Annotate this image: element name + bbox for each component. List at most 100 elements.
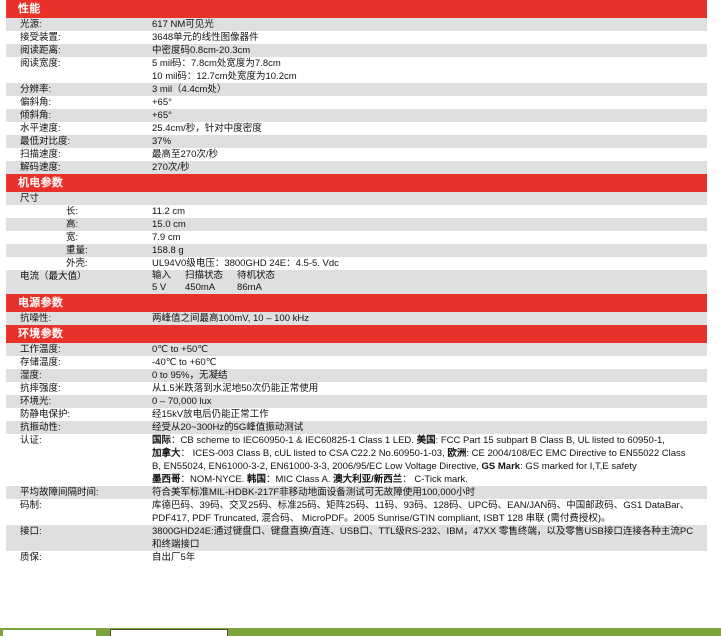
spec-value-line: 10 mil码：12.7cm处宽度为10.2cm [152,71,297,82]
current-ratings-row: 输入 扫描状态 待机状态 [152,270,289,282]
spec-value-line: 最高至270次/秒 [152,149,218,160]
spec-value-line: 0℃ to +50℃ [152,344,208,355]
spec-row: 接口: 3800GHD24E:通过键盘口、键盘直换/直连、USB口、TTL级RS-… [6,525,707,551]
spec-row-value: 270次/秒 [152,161,707,174]
spec-row-value: 11.2 cm [152,205,707,218]
spec-row: 阅读距离: 中密度码0.8cm-20.3cm [6,44,707,57]
spec-row: 解码速度: 270次/秒 [6,161,707,174]
section-header-label: 电源参数 [6,294,707,312]
spec-value-text: ：NOM-NYCE. [180,474,248,485]
spec-value-line: 0 to 95%，无凝结 [152,370,228,381]
spec-row-label: 接口: [6,525,152,551]
spec-row: 工作温度: 0℃ to +50℃ [6,343,707,356]
spec-value-line: UL94V0级电压：3800GHD 24E：4.5-5. Vdc [152,258,339,269]
spec-row-label: 最低对比度: [6,135,152,148]
spec-value-text: : FCC Part 15 subpart B Class B, UL list… [435,435,665,446]
tab-strip-tab-2[interactable] [110,629,228,636]
spec-value-line: 5 mil码：7.8cm处宽度为7.8cm [152,58,281,69]
spec-row-label: 环境光: [6,395,152,408]
section-header-electromechanical: 机电参数 [6,174,707,192]
spec-value-text: ：MIC Class A. [266,474,334,485]
spec-row-label: 认证: [6,434,152,486]
spec-row-label: 分辨率: [6,83,152,96]
current-ratings-cell: 5 V [152,282,167,293]
spec-row: 分辨率: 3 mil（4.4cm处） [6,83,707,96]
spec-value-text: ：CB scheme to IEC60950-1 & IEC60825-1 Cl… [171,435,417,446]
spec-row-value: 从1.5米跌落到水泥地50次仍能正常使用 [152,382,707,395]
spec-row-label: 扫描速度: [6,148,152,161]
spec-row-label: 湿度: [6,369,152,382]
spec-row-value: 库德巴码、39码、交叉25码、标准25码、矩阵25码、11码、93码、128码、… [152,499,707,525]
spec-value-line: 270次/秒 [152,162,190,173]
spec-value-emphasis: 韩国 [247,474,267,485]
spec-value-line: 两峰值之间最高100mV, 10 – 100 kHz [152,313,309,324]
spec-value-emphasis: 美国 [416,435,436,446]
spec-row-value: -40℃ to +60℃ [152,356,707,369]
spec-value-emphasis: 欧洲 [447,448,467,459]
spec-row-label: 光源: [6,18,152,31]
section-header-environment: 环境参数 [6,325,707,343]
spec-row-value: 自出厂5年 [152,551,707,564]
spec-row-value: 15.0 cm [152,218,707,231]
spec-value-line: 25.4cm/秒，针对中度密度 [152,123,262,134]
section-header-power: 电源参数 [6,294,707,312]
spec-row-value: UL94V0级电压：3800GHD 24E：4.5-5. Vdc [152,257,707,270]
spec-value-text: : CE 2004/108/EC EMC Directive to EN5502… [466,448,686,459]
spec-value-line: 3648单元的线性图像器件 [152,32,259,43]
spec-row-value: 输入 扫描状态 待机状态 5 V 450mA 86mA [152,270,707,294]
spec-row-label: 倾斜角: [6,109,152,122]
spec-row: 光源: 617 NM可见光 [6,18,707,31]
spec-value-line: 经15kV放电后仍能正常工作 [152,409,269,420]
spec-value-line: -40℃ to +60℃ [152,357,217,368]
current-ratings-cell: 450mA [185,282,216,293]
spec-row: 抗振动性: 经受从20~300Hz的5G峰值振动测试 [6,421,707,434]
spec-row: 水平速度: 25.4cm/秒，针对中度密度 [6,122,707,135]
spec-value-line: 37% [152,136,172,147]
spec-value-line: +65° [152,110,172,121]
spec-value-line: 符合美军标准MIL-HDBK-217F非移动地面设备测试可无故障使用100,00… [152,487,476,498]
spec-row-label: 平均故障间隔时间: [6,486,152,499]
tab-strip-tab-1[interactable] [2,629,97,636]
spec-value-line: 自出厂5年 [152,552,196,563]
spec-row: 接受装置: 3648单元的线性图像器件 [6,31,707,44]
spec-row-value: 158.8 g [152,244,707,257]
spec-row: 码制: 库德巴码、39码、交叉25码、标准25码、矩阵25码、11码、93码、12… [6,499,707,525]
spec-row-label: 水平速度: [6,122,152,135]
spec-row: 阅读宽度: 5 mil码：7.8cm处宽度为7.8cm 10 mil码：12.7cm… [6,57,707,83]
spec-value-line [152,192,707,205]
spec-row-value: 符合美军标准MIL-HDBK-217F非移动地面设备测试可无故障使用100,00… [152,486,707,499]
spec-row-label: 高: [6,218,152,231]
spec-row-value: 经受从20~300Hz的5G峰值振动测试 [152,421,707,434]
spec-row-label: 重量: [6,244,152,257]
spec-row-value: 中密度码0.8cm-20.3cm [152,44,707,57]
current-ratings-cell: 待机状态 [237,270,276,281]
spec-value-line: 和终端接口 [152,539,200,550]
section-header-label: 机电参数 [6,174,707,192]
spec-row: 外壳: UL94V0级电压：3800GHD 24E：4.5-5. Vdc [6,257,707,270]
spec-value-line: 经受从20~300Hz的5G峰值振动测试 [152,422,304,433]
spec-row: 存储温度: -40℃ to +60℃ [6,356,707,369]
spec-row-label: 抗摔强度: [6,382,152,395]
spec-row: 认证: 国际：CB scheme to IEC60950-1 & IEC60825… [6,434,707,486]
specification-table: 性能 光源: 617 NM可见光 接受装置: 3648单元的线性图像器件 阅读距离: 中密度… [6,0,707,564]
spec-value-emphasis: 国际 [152,435,172,446]
spec-row-label: 解码速度: [6,161,152,174]
spec-row-value: 0℃ to +50℃ [152,343,707,356]
spec-row: 防静电保护: 经15kV放电后仍能正常工作 [6,408,707,421]
spec-value-line: 11.2 cm [152,206,186,217]
spec-row: 高: 15.0 cm [6,218,707,231]
spec-row-label: 宽: [6,231,152,244]
spec-row-label: 接受装置: [6,31,152,44]
spec-value-line: B, EN55024, EN61000-3-2, EN61000-3-3, 20… [152,460,707,473]
spec-row-label: 防静电保护: [6,408,152,421]
spec-row: 偏斜角: +65° [6,96,707,109]
spec-row-value: 3800GHD24E:通过键盘口、键盘直换/直连、USB口、TTL级RS-232… [152,525,707,551]
spec-row: 抗摔强度: 从1.5米跌落到水泥地50次仍能正常使用 [6,382,707,395]
spec-row: 倾斜角: +65° [6,109,707,122]
spec-row: 最低对比度: 37% [6,135,707,148]
spec-row: 宽: 7.9 cm [6,231,707,244]
spec-row-label: 工作温度: [6,343,152,356]
spec-row-value: 国际：CB scheme to IEC60950-1 & IEC60825-1 … [152,434,707,486]
spec-value-line: 3 mil（4.4cm处） [152,84,227,95]
